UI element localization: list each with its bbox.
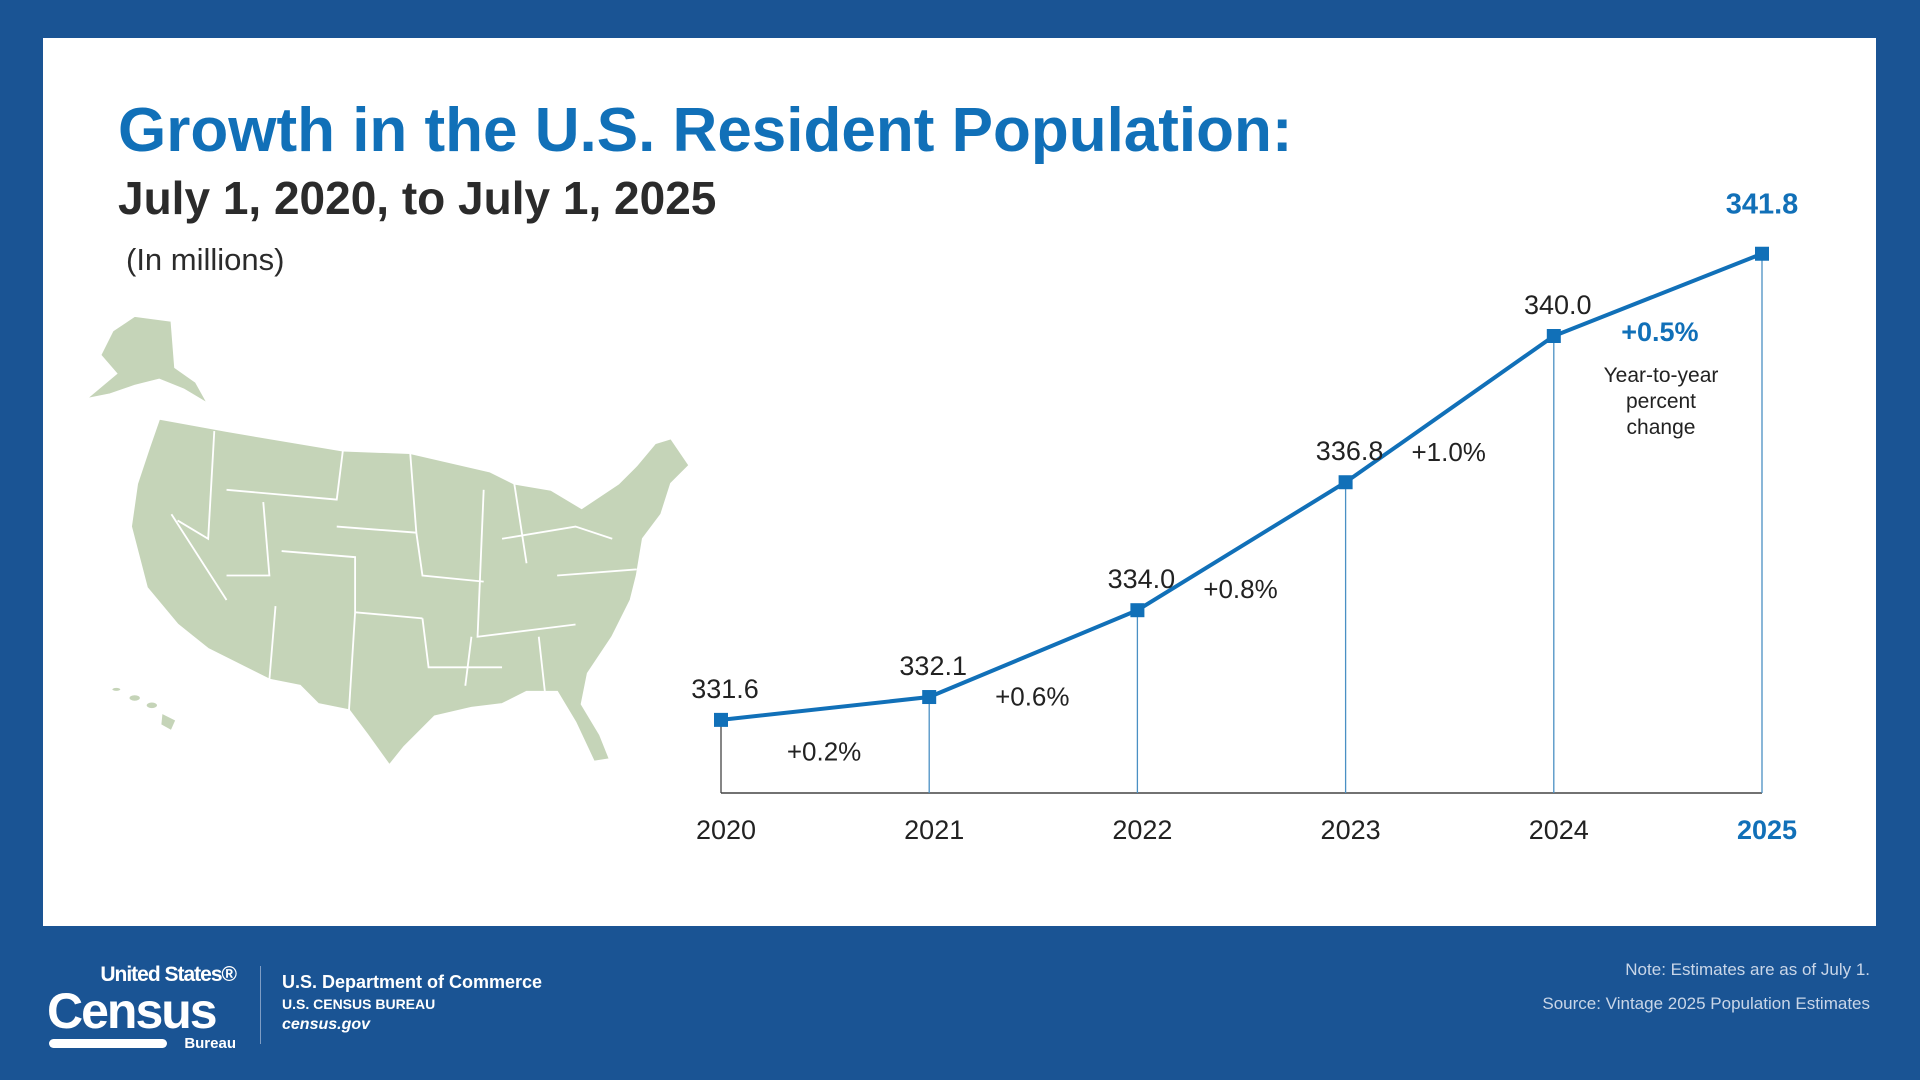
bureau-name: U.S. CENSUS BUREAU [282,996,436,1012]
map-lower-48 [130,417,691,767]
data-label: 331.6 [691,674,759,704]
series-line [720,251,1763,722]
census-gov-link[interactable]: census.gov [282,1016,371,1033]
units-label: (In millions) [126,242,285,277]
map-state-borders [170,430,637,711]
x-tick-label: 2020 [696,815,756,845]
change-note-line: Year-to-year [1604,364,1719,387]
logo-census: Census [47,983,218,1039]
x-tick-label: 2021 [904,815,964,845]
data-label: 340.0 [1524,290,1592,320]
map-hawaii [110,686,178,733]
percent-change-label: +0.2% [787,736,861,766]
x-tick-label: 2023 [1321,815,1381,845]
data-point [1546,329,1561,343]
data-point [1130,603,1145,618]
page-subtitle: July 1, 2020, to July 1, 2025 [118,172,717,224]
census-logo[interactable]: United States® Census Bureau [47,964,242,1052]
data-point [1755,246,1769,261]
x-tick-label: 2022 [1112,815,1172,845]
data-label: 336.8 [1316,436,1384,466]
logo-united-states: United States® [100,963,237,986]
percent-change-label: +0.5% [1621,317,1698,347]
x-tick-label: 2024 [1529,815,1589,845]
data-label: 334.0 [1108,564,1176,594]
footer-divider [260,966,261,1044]
page-title: Growth in the U.S. Resident Population: [118,96,1293,165]
logo-bar [49,1039,167,1048]
logo-bureau: Bureau [184,1035,236,1052]
data-point [714,712,728,727]
data-point [1338,475,1353,490]
map-alaska [85,314,211,407]
footer-source: Source: Vintage 2025 Population Estimate… [1542,994,1870,1013]
percent-change-label: +1.0% [1411,437,1485,467]
data-label: 332.1 [899,651,967,681]
footer-note: Note: Estimates are as of July 1. [1625,960,1870,979]
change-note-line: percent [1626,390,1696,413]
change-note-line: change [1627,416,1696,439]
dept-name: U.S. Department of Commerce [282,972,543,992]
data-point [922,690,937,705]
x-tick-label: 2025 [1737,815,1797,845]
percent-change-label: +0.8% [1203,574,1277,604]
percent-change-label: +0.6% [995,682,1069,712]
data-label: 341.8 [1726,189,1799,221]
